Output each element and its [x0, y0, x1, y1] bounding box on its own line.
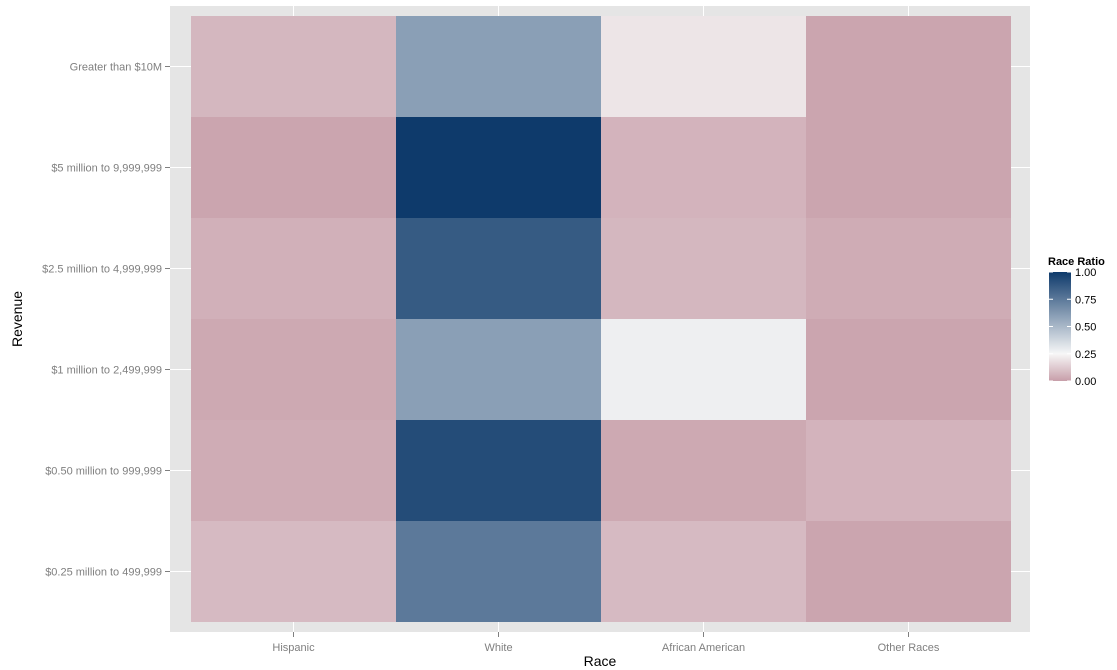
heatmap-tile: [601, 521, 806, 622]
legend-colorbar: [1049, 272, 1071, 381]
y-tick-label: $0.50 million to 999,999: [45, 466, 162, 478]
heatmap-tile: [806, 117, 1011, 218]
heatmap-tile: [806, 218, 1011, 319]
y-axis-title: Revenue: [9, 291, 25, 347]
legend-ticks: 1.00 0.75 0.50 0.25 0.00: [1049, 267, 1096, 388]
legend: Race Ratio 1.00 0.75 0.50 0.25 0.00: [1048, 256, 1105, 388]
heatmap-tile: [806, 16, 1011, 117]
heatmap-tile: [806, 319, 1011, 420]
legend-tick-label: 0.75: [1075, 294, 1096, 306]
heatmap-tile: [396, 218, 601, 319]
x-axis: Hispanic White African American Other Races: [272, 632, 940, 654]
legend-tick-label: 0.25: [1075, 349, 1096, 361]
heatmap-tile: [191, 16, 396, 117]
heatmap-tile: [601, 420, 806, 521]
heatmap-tile: [191, 420, 396, 521]
y-tick-label: $1 million to 2,499,999: [51, 365, 162, 377]
y-tick-label: $0.25 million to 499,999: [45, 567, 162, 579]
y-tick-label: $5 million to 9,999,999: [51, 163, 162, 175]
legend-tick-label: 1.00: [1075, 267, 1096, 279]
heatmap-tile: [191, 319, 396, 420]
heatmap-tile: [191, 218, 396, 319]
heatmap-tile: [396, 319, 601, 420]
legend-tick-label: 0.50: [1075, 322, 1096, 334]
legend-title: Race Ratio: [1048, 256, 1105, 268]
heatmap-tile: [396, 117, 601, 218]
y-tick-label: Greater than $10M: [70, 62, 162, 74]
heatmap-tile: [396, 521, 601, 622]
x-tick-label: African American: [662, 642, 745, 654]
heatmap-tile: [806, 420, 1011, 521]
y-axis: Greater than $10M $5 million to 9,999,999…: [42, 62, 170, 579]
heatmap-tile: [396, 420, 601, 521]
heatmap-tile: [191, 521, 396, 622]
heatmap-tile: [601, 319, 806, 420]
heatmap-tile: [396, 16, 601, 117]
heatmap-tiles: [191, 16, 1011, 622]
heatmap-tile: [806, 521, 1011, 622]
x-axis-title: Race: [584, 653, 617, 669]
y-tick-label: $2.5 million to 4,999,999: [42, 264, 162, 276]
x-tick-label: Hispanic: [272, 642, 315, 654]
heatmap-tile: [601, 218, 806, 319]
heatmap-tile: [191, 117, 396, 218]
heatmap-tile: [601, 16, 806, 117]
heatmap-tile: [601, 117, 806, 218]
x-tick-label: Other Races: [878, 642, 940, 654]
x-tick-label: White: [484, 642, 512, 654]
legend-tick-label: 0.00: [1075, 376, 1096, 388]
